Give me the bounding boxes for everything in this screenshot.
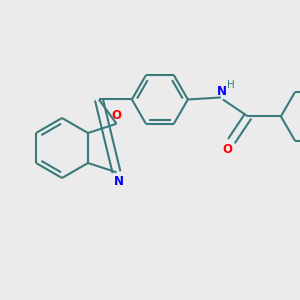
- Text: O: O: [222, 142, 233, 156]
- Text: O: O: [112, 109, 122, 122]
- Text: N: N: [217, 85, 227, 98]
- Text: N: N: [113, 175, 124, 188]
- Text: H: H: [227, 80, 235, 91]
